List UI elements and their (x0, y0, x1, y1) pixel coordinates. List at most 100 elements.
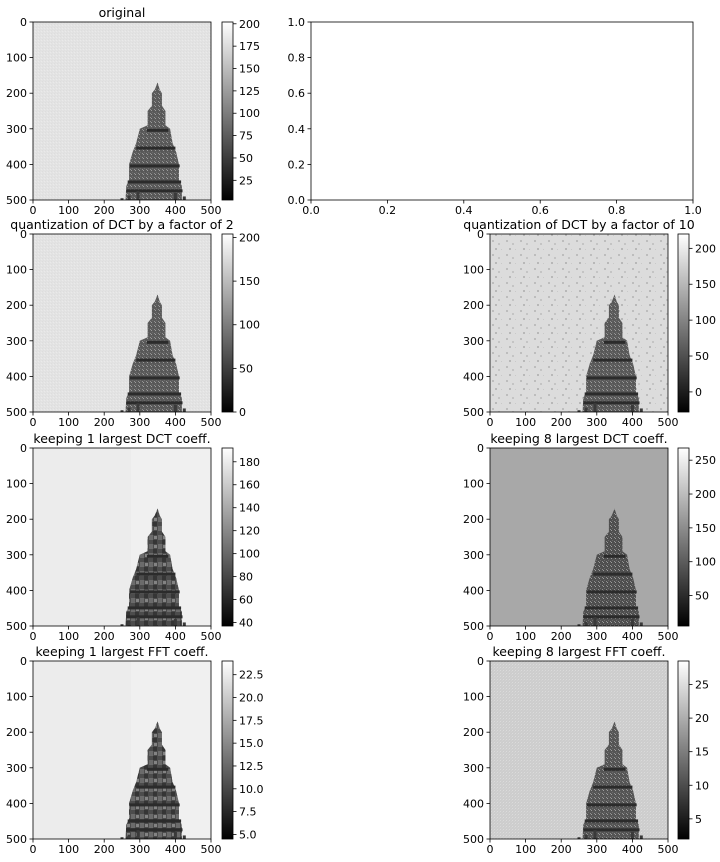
colorbar: 25 50 75 100 125 150 175 200 (221, 18, 260, 201)
tower-band (586, 803, 637, 807)
tower-band (127, 606, 182, 610)
tower-pinnacle (584, 407, 588, 412)
colorbar-tick-label: 10.0 (239, 783, 264, 796)
y-tick-label: 0 (20, 228, 27, 241)
x-tick-label: 200 (551, 843, 572, 856)
tower-band (126, 615, 183, 619)
tower-pinnacle (136, 403, 140, 412)
tower-pinnacle (577, 624, 581, 626)
panel-fft-k8: 0 100 200 300 400 500010020030040050051015202… (463, 644, 709, 856)
colorbar-tick-label: 100 (239, 548, 260, 561)
x-tick-label: 400 (622, 843, 643, 856)
y-tick-label: 400 (6, 584, 27, 597)
x-tick-label: 400 (165, 204, 186, 217)
tower-pinnacle (136, 191, 140, 200)
tower-band (126, 189, 183, 193)
colorbar-tick-label: 100 (695, 314, 716, 327)
colorbar-tick-label: 50 (239, 362, 253, 375)
y-tick-label: 0.0 (288, 194, 306, 207)
panel-title: keeping 8 largest FFT coeff. (493, 644, 666, 659)
tower-pinnacle (127, 621, 131, 626)
y-tick-label: 100 (6, 691, 27, 704)
tower-pinnacle (639, 408, 643, 412)
colorbar-tick-label: 50 (695, 350, 709, 363)
y-tick-label: 300 (6, 762, 27, 775)
tower-band (146, 340, 169, 344)
colorbar-tick-label: 80 (239, 571, 253, 584)
colorbar-gradient (677, 233, 690, 413)
colorbar-gradient (677, 447, 690, 627)
x-tick-label: 200 (551, 630, 572, 643)
x-tick-label: 400 (165, 630, 186, 643)
tower-pinnacle (593, 830, 597, 839)
tower-pinnacle (173, 404, 177, 412)
colorbar-gradient (221, 21, 234, 201)
colorbar: 50 100 150 200 250 (677, 447, 716, 627)
x-tick-label: 0 (487, 416, 494, 429)
colorbar-tick-label: 100 (239, 319, 260, 332)
x-tick-label: 400 (165, 416, 186, 429)
x-tick-label: 400 (622, 416, 643, 429)
colorbar-tick-label: 250 (695, 454, 716, 467)
y-tick-label: 0 (477, 228, 484, 241)
axes-frame (32, 447, 212, 627)
tower-band (583, 401, 640, 405)
y-tick-label: 200 (463, 726, 484, 739)
tower-band (584, 392, 639, 396)
tower-band (583, 615, 640, 619)
y-tick-label: 300 (6, 335, 27, 348)
x-tick-label: 300 (129, 416, 150, 429)
x-tick-label: 200 (94, 843, 115, 856)
colorbar-tick-label: 10 (695, 779, 709, 792)
colorbar-tick-label: 125 (239, 85, 260, 98)
x-tick-label: 0.2 (379, 204, 397, 217)
tower-pinnacle (630, 831, 634, 839)
y-tick-label: 0.6 (288, 87, 306, 100)
x-tick-label: 300 (586, 630, 607, 643)
axes-frame (32, 21, 212, 201)
y-tick-label: 500 (6, 833, 27, 846)
colorbar-tick-label: 17.5 (239, 714, 264, 727)
tower-pinnacle (639, 835, 643, 839)
panel-title: quantization of DCT by a factor of 10 (463, 217, 694, 232)
colorbar-tick-label: 25 (239, 174, 253, 187)
image-background (490, 448, 668, 626)
y-tick-label: 400 (463, 797, 484, 810)
tower-pinnacle (577, 410, 581, 412)
panel-dct-q10: 0 100 200 300 400 500010020030040050005010015… (463, 217, 716, 429)
tower-pinnacle (127, 407, 131, 412)
colorbar-tick-label: 150 (239, 63, 260, 76)
y-tick-label: 100 (6, 264, 27, 277)
panel-title: quantization of DCT by a factor of 2 (10, 217, 233, 232)
x-tick-label: 0 (30, 630, 37, 643)
tower-pinnacle (182, 622, 186, 626)
tower-band (603, 340, 626, 344)
y-tick-label: 100 (463, 691, 484, 704)
x-tick-label: 100 (58, 416, 79, 429)
axes-frame (32, 233, 212, 413)
y-tick-label: 500 (6, 620, 27, 633)
colorbar: 5 10 15 20 25 (677, 660, 709, 840)
y-tick-label: 200 (6, 299, 27, 312)
panel-dct-k8: 0 100 200 300 400 500010020030040050050100150… (463, 431, 716, 643)
x-tick-label: 100 (58, 630, 79, 643)
colorbar-tick-label: 7.5 (239, 806, 257, 819)
colorbar-tick-label: 150 (695, 522, 716, 535)
tower-pinnacle (127, 195, 131, 200)
x-tick-label: 500 (201, 843, 222, 856)
x-tick-label: 100 (515, 630, 536, 643)
colorbar: 0 50 100 150 200 (677, 233, 716, 413)
x-tick-label: 0.6 (531, 204, 549, 217)
x-tick-label: 200 (94, 416, 115, 429)
x-tick-label: 0 (487, 843, 494, 856)
y-tick-label: 400 (6, 158, 27, 171)
tower-pinnacle (173, 192, 177, 200)
x-tick-label: 0.0 (302, 204, 320, 217)
x-tick-label: 300 (586, 843, 607, 856)
empty-axes-background (311, 22, 693, 200)
y-tick-label: 0 (477, 655, 484, 668)
tower-pinnacle (593, 617, 597, 626)
